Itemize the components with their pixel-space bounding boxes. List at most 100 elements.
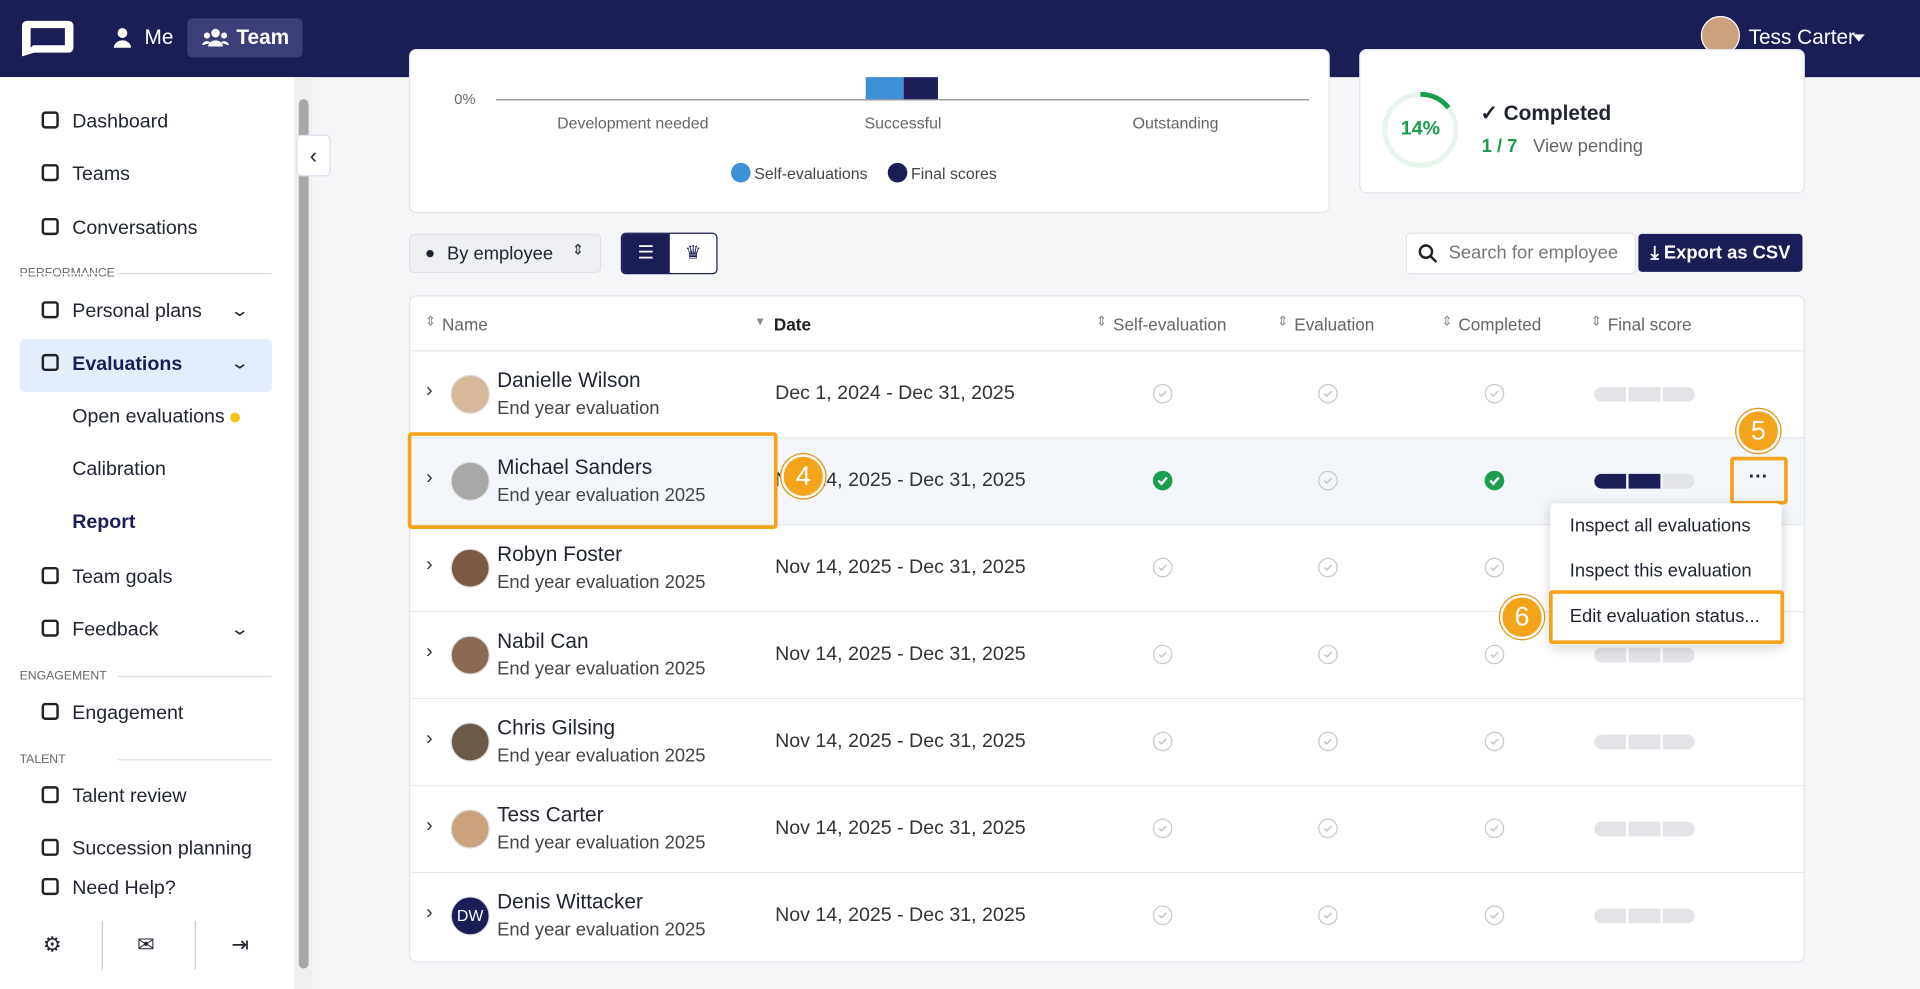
chevron[interactable]: ⌄ — [229, 300, 250, 320]
evaluation-name: End year evaluation 2025 — [497, 745, 706, 767]
status: ✓ Completed — [1480, 101, 1612, 125]
table-row[interactable]: › Danielle Wilson End year evaluation Dec 1… — [410, 350, 1804, 438]
evaluation-name: End year evaluation 2025 — [497, 919, 706, 941]
nav-item[interactable]: Engagement — [72, 702, 184, 724]
nav-item[interactable]: Team goals — [72, 566, 173, 588]
collapse-button[interactable]: ‹ — [296, 134, 331, 177]
column-header[interactable]: Final score — [1607, 314, 1692, 335]
export-button[interactable]: ⤓ Export as CSV — [1638, 233, 1803, 272]
nav-item[interactable]: Evaluations — [72, 353, 183, 375]
expand-chevron[interactable]: › — [426, 902, 433, 924]
user-name[interactable]: Tess Carter — [1748, 25, 1856, 49]
employee-name[interactable]: Tess Carter — [497, 803, 604, 827]
nav-item[interactable]: Talent review — [72, 786, 187, 807]
nav-item[interactable]: Succession planning — [72, 838, 252, 860]
nav-item[interactable]: Teams — [72, 164, 130, 185]
column-header[interactable]: Evaluation — [1294, 314, 1375, 335]
expand-chevron[interactable]: › — [426, 467, 433, 489]
user-avatar[interactable] — [1700, 15, 1741, 56]
search-box[interactable]: Search for employee — [1405, 232, 1636, 275]
bar-self — [865, 77, 904, 100]
date-range: Dec 1, 2024 - Dec 31, 2025 — [775, 383, 1015, 405]
column-header[interactable]: Self-evaluation — [1113, 314, 1227, 335]
footer-icon[interactable]: ✉ — [137, 933, 155, 957]
expand-chevron[interactable]: › — [426, 728, 433, 750]
column-header[interactable]: Name — [442, 314, 488, 335]
evaluation-name: End year evaluation 2025 — [497, 484, 706, 506]
employee-name[interactable]: Danielle Wilson — [497, 368, 641, 392]
me-icon — [113, 28, 132, 48]
evaluation-name: End year evaluation 2025 — [497, 832, 706, 854]
employee-name[interactable]: Chris Gilsing — [497, 716, 616, 740]
nav-item[interactable]: Conversations — [72, 217, 198, 239]
sort-icon[interactable]: ⇕ — [1441, 314, 1453, 330]
menu-item[interactable]: Inspect all evaluations — [1569, 515, 1751, 537]
table-row[interactable]: › Nabil Can End year evaluation 2025 Nov 14… — [410, 611, 1804, 699]
row-menu-button[interactable]: ··· — [1748, 466, 1769, 488]
sort-icon[interactable]: ⇕ — [1277, 314, 1289, 330]
nav-icon — [41, 786, 59, 804]
view-pending[interactable]: View pending — [1533, 135, 1644, 157]
nav-item[interactable]: Calibration — [72, 459, 166, 481]
nav-item[interactable]: Personal plans — [72, 301, 202, 323]
section-heading: TALENT — [19, 753, 66, 767]
scrollbar — [295, 77, 313, 989]
column-header[interactable]: Completed — [1458, 314, 1542, 335]
menu-item[interactable]: Inspect this evaluation — [1569, 560, 1752, 582]
nav-item[interactable]: Need Help? — [72, 877, 176, 899]
sort-icon[interactable]: ⇕ — [424, 314, 437, 330]
footer-icon[interactable]: ⚙ — [42, 933, 62, 957]
nav-item[interactable]: Report — [72, 511, 136, 533]
employee-name[interactable]: Robyn Foster — [497, 542, 623, 566]
footer-icon[interactable]: ⇥ — [231, 933, 249, 957]
chevron[interactable]: ⌄ — [229, 618, 250, 638]
nav-team[interactable]: Team — [236, 25, 290, 49]
date-range: Nov 14, 2025 - Dec 31, 2025 — [775, 904, 1026, 926]
sort-icon[interactable]: ⇕ — [1590, 314, 1602, 330]
avatar — [450, 722, 490, 762]
status-icon — [1318, 731, 1339, 757]
table: Name ⇕ Date ▾ Self-evaluation ⇕ Evaluation ⇕ Com… — [408, 295, 1805, 963]
status-icon — [1152, 818, 1173, 844]
status-text: Completed — [1503, 101, 1612, 125]
trophy-view[interactable]: ♛ — [684, 242, 702, 264]
table-row[interactable]: › Chris Gilsing End year evaluation 2025 No… — [410, 697, 1804, 786]
expand-chevron[interactable]: › — [426, 815, 433, 837]
nav-item[interactable]: Open evaluations — [72, 406, 225, 428]
employee-name[interactable]: Denis Wittacker — [497, 890, 643, 914]
nav-item[interactable]: Feedback — [72, 619, 159, 641]
sort-icon[interactable]: ▾ — [756, 314, 764, 330]
list-view[interactable]: ☰ — [622, 233, 670, 274]
group-select[interactable]: By employee ● ⇕ — [408, 233, 602, 274]
table-row[interactable]: › DW Denis Wittacker End year evaluation 20… — [410, 871, 1804, 960]
employee-name[interactable]: Nabil Can — [497, 629, 589, 653]
column-header[interactable]: Date — [773, 314, 812, 335]
expand-chevron[interactable]: › — [426, 380, 433, 402]
status-icon — [1318, 470, 1339, 496]
nav-me[interactable]: Me — [144, 25, 174, 49]
sort-icon: ⇕ — [571, 241, 585, 259]
download-icon: ⤓ — [1650, 242, 1659, 264]
step-badge: 5 — [1736, 408, 1781, 454]
employee-name[interactable]: Michael Sanders — [497, 455, 653, 479]
legend-label: Self-evaluations — [754, 164, 868, 183]
expand-chevron[interactable]: › — [426, 641, 433, 663]
chevron[interactable]: ⌄ — [229, 352, 250, 373]
score-segment — [1662, 647, 1695, 663]
score-segment — [1594, 908, 1627, 924]
expand-chevron[interactable]: › — [426, 554, 433, 576]
scroll-thumb[interactable] — [298, 99, 309, 969]
context-menu: Inspect all evaluations Inspect this eval… — [1550, 503, 1782, 646]
date-range: Nov 14, 2025 - Dec 31, 2025 — [775, 644, 1026, 665]
menu-item[interactable]: Edit evaluation status... — [1569, 606, 1760, 627]
divider — [101, 920, 103, 970]
score-segment — [1662, 386, 1695, 402]
status-icon — [1152, 383, 1173, 409]
logo[interactable] — [20, 18, 76, 57]
caret — [1852, 34, 1865, 42]
sort-icon[interactable]: ⇕ — [1095, 314, 1108, 330]
table-row[interactable]: › Tess Carter End year evaluation 2025 Nov … — [410, 784, 1804, 873]
nav-item[interactable]: Dashboard — [72, 111, 169, 133]
highlight-menu-button — [1730, 456, 1788, 505]
